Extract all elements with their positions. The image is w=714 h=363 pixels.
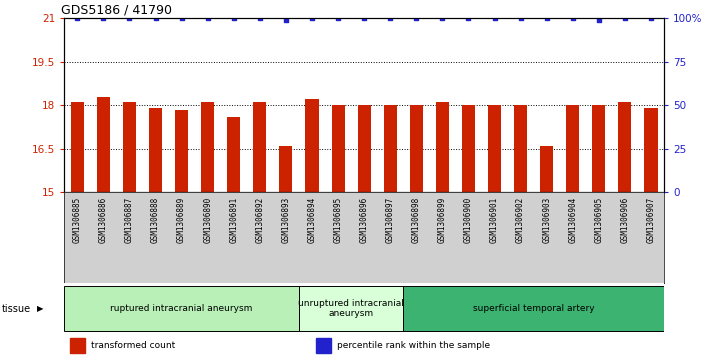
Text: superficial temporal artery: superficial temporal artery <box>473 304 595 313</box>
Point <box>176 15 187 21</box>
Text: GSM1306888: GSM1306888 <box>151 197 160 243</box>
Text: GSM1306887: GSM1306887 <box>125 197 134 243</box>
FancyBboxPatch shape <box>299 286 403 331</box>
Text: tissue: tissue <box>2 303 31 314</box>
Point <box>463 15 474 21</box>
Text: GSM1306901: GSM1306901 <box>490 197 499 243</box>
Bar <box>316 338 331 353</box>
Point <box>411 15 422 21</box>
Text: GSM1306896: GSM1306896 <box>360 197 368 243</box>
Point <box>541 15 553 21</box>
Bar <box>306 99 318 192</box>
Bar <box>279 146 293 192</box>
Text: GSM1306892: GSM1306892 <box>256 197 264 243</box>
Text: GSM1306886: GSM1306886 <box>99 197 108 243</box>
Text: GSM1306902: GSM1306902 <box>516 197 525 243</box>
Bar <box>540 146 553 192</box>
Text: GSM1306889: GSM1306889 <box>177 197 186 243</box>
Text: GSM1306899: GSM1306899 <box>438 197 447 243</box>
Bar <box>410 105 423 192</box>
Bar <box>383 105 397 192</box>
Bar <box>488 105 501 192</box>
Point <box>645 15 657 21</box>
Bar <box>123 102 136 192</box>
Point <box>593 17 605 23</box>
Text: GSM1306906: GSM1306906 <box>620 197 630 243</box>
Bar <box>201 102 214 192</box>
Point <box>515 15 526 21</box>
Bar <box>462 105 475 192</box>
Bar <box>593 105 605 192</box>
Bar <box>71 102 84 192</box>
Text: GSM1306905: GSM1306905 <box>594 197 603 243</box>
Point <box>619 15 630 21</box>
Point <box>385 15 396 21</box>
Point <box>567 15 578 21</box>
Point <box>228 15 239 21</box>
Text: percentile rank within the sample: percentile rank within the sample <box>337 341 491 350</box>
Bar <box>97 97 110 192</box>
Text: GSM1306890: GSM1306890 <box>203 197 212 243</box>
Bar <box>358 105 371 192</box>
Point <box>358 15 370 21</box>
Bar <box>331 105 345 192</box>
Text: GSM1306885: GSM1306885 <box>73 197 82 243</box>
Text: GSM1306891: GSM1306891 <box>229 197 238 243</box>
Text: unruptured intracranial
aneurysm: unruptured intracranial aneurysm <box>298 299 404 318</box>
Point <box>332 15 343 21</box>
Text: GSM1306893: GSM1306893 <box>281 197 291 243</box>
Point <box>489 15 501 21</box>
Bar <box>645 108 658 192</box>
Bar <box>227 117 241 192</box>
Bar <box>436 102 449 192</box>
Bar <box>253 102 266 192</box>
Text: GSM1306897: GSM1306897 <box>386 197 395 243</box>
Point <box>71 15 83 21</box>
Bar <box>175 110 188 192</box>
Text: GSM1306907: GSM1306907 <box>646 197 655 243</box>
Point <box>280 17 291 23</box>
Text: GSM1306904: GSM1306904 <box>568 197 577 243</box>
Bar <box>514 105 527 192</box>
Text: GDS5186 / 41790: GDS5186 / 41790 <box>61 4 172 17</box>
Point <box>437 15 448 21</box>
Text: GSM1306903: GSM1306903 <box>542 197 551 243</box>
FancyBboxPatch shape <box>403 286 664 331</box>
Bar <box>618 102 631 192</box>
Bar <box>149 108 162 192</box>
Point <box>150 15 161 21</box>
Point <box>124 15 135 21</box>
Point <box>98 15 109 21</box>
Text: GSM1306900: GSM1306900 <box>464 197 473 243</box>
Bar <box>566 105 579 192</box>
Text: ▶: ▶ <box>37 304 44 313</box>
Point <box>306 15 318 21</box>
Text: transformed count: transformed count <box>91 341 176 350</box>
Text: ruptured intracranial aneurysm: ruptured intracranial aneurysm <box>111 304 253 313</box>
Bar <box>70 338 85 353</box>
Text: GSM1306894: GSM1306894 <box>308 197 316 243</box>
Text: GSM1306895: GSM1306895 <box>333 197 343 243</box>
FancyBboxPatch shape <box>64 286 299 331</box>
Point <box>254 15 266 21</box>
Text: GSM1306898: GSM1306898 <box>412 197 421 243</box>
Point <box>202 15 213 21</box>
